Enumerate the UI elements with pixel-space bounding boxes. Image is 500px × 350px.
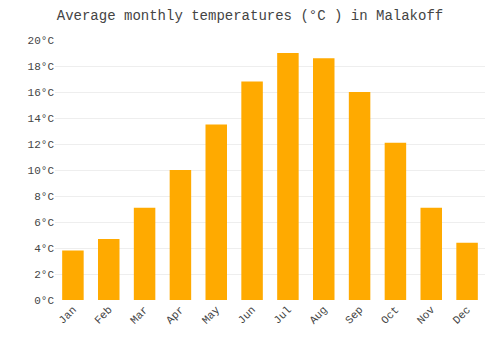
svg-text:Oct: Oct bbox=[379, 304, 401, 326]
svg-text:Apr: Apr bbox=[164, 304, 186, 326]
svg-text:Jun: Jun bbox=[236, 304, 258, 326]
svg-text:Dec: Dec bbox=[451, 304, 473, 326]
svg-text:6°C: 6°C bbox=[34, 217, 54, 229]
svg-text:May: May bbox=[200, 304, 223, 327]
svg-text:Jan: Jan bbox=[56, 304, 78, 326]
svg-text:0°C: 0°C bbox=[34, 295, 54, 307]
svg-text:Average monthly temperatures (: Average monthly temperatures (°C ) in Ma… bbox=[57, 8, 443, 24]
svg-text:Mar: Mar bbox=[128, 304, 150, 326]
svg-text:Feb: Feb bbox=[92, 304, 114, 326]
svg-text:4°C: 4°C bbox=[34, 243, 54, 255]
svg-text:2°C: 2°C bbox=[34, 269, 54, 281]
svg-text:18°C: 18°C bbox=[28, 61, 55, 73]
svg-text:20°C: 20°C bbox=[28, 35, 55, 47]
svg-text:14°C: 14°C bbox=[28, 113, 55, 125]
svg-text:Aug: Aug bbox=[307, 304, 329, 326]
svg-text:Jul: Jul bbox=[271, 304, 293, 326]
svg-text:Sep: Sep bbox=[343, 304, 365, 326]
svg-text:12°C: 12°C bbox=[28, 139, 55, 151]
svg-text:16°C: 16°C bbox=[28, 87, 55, 99]
svg-text:10°C: 10°C bbox=[28, 165, 55, 177]
svg-text:Nov: Nov bbox=[415, 304, 438, 327]
svg-text:8°C: 8°C bbox=[34, 191, 54, 203]
